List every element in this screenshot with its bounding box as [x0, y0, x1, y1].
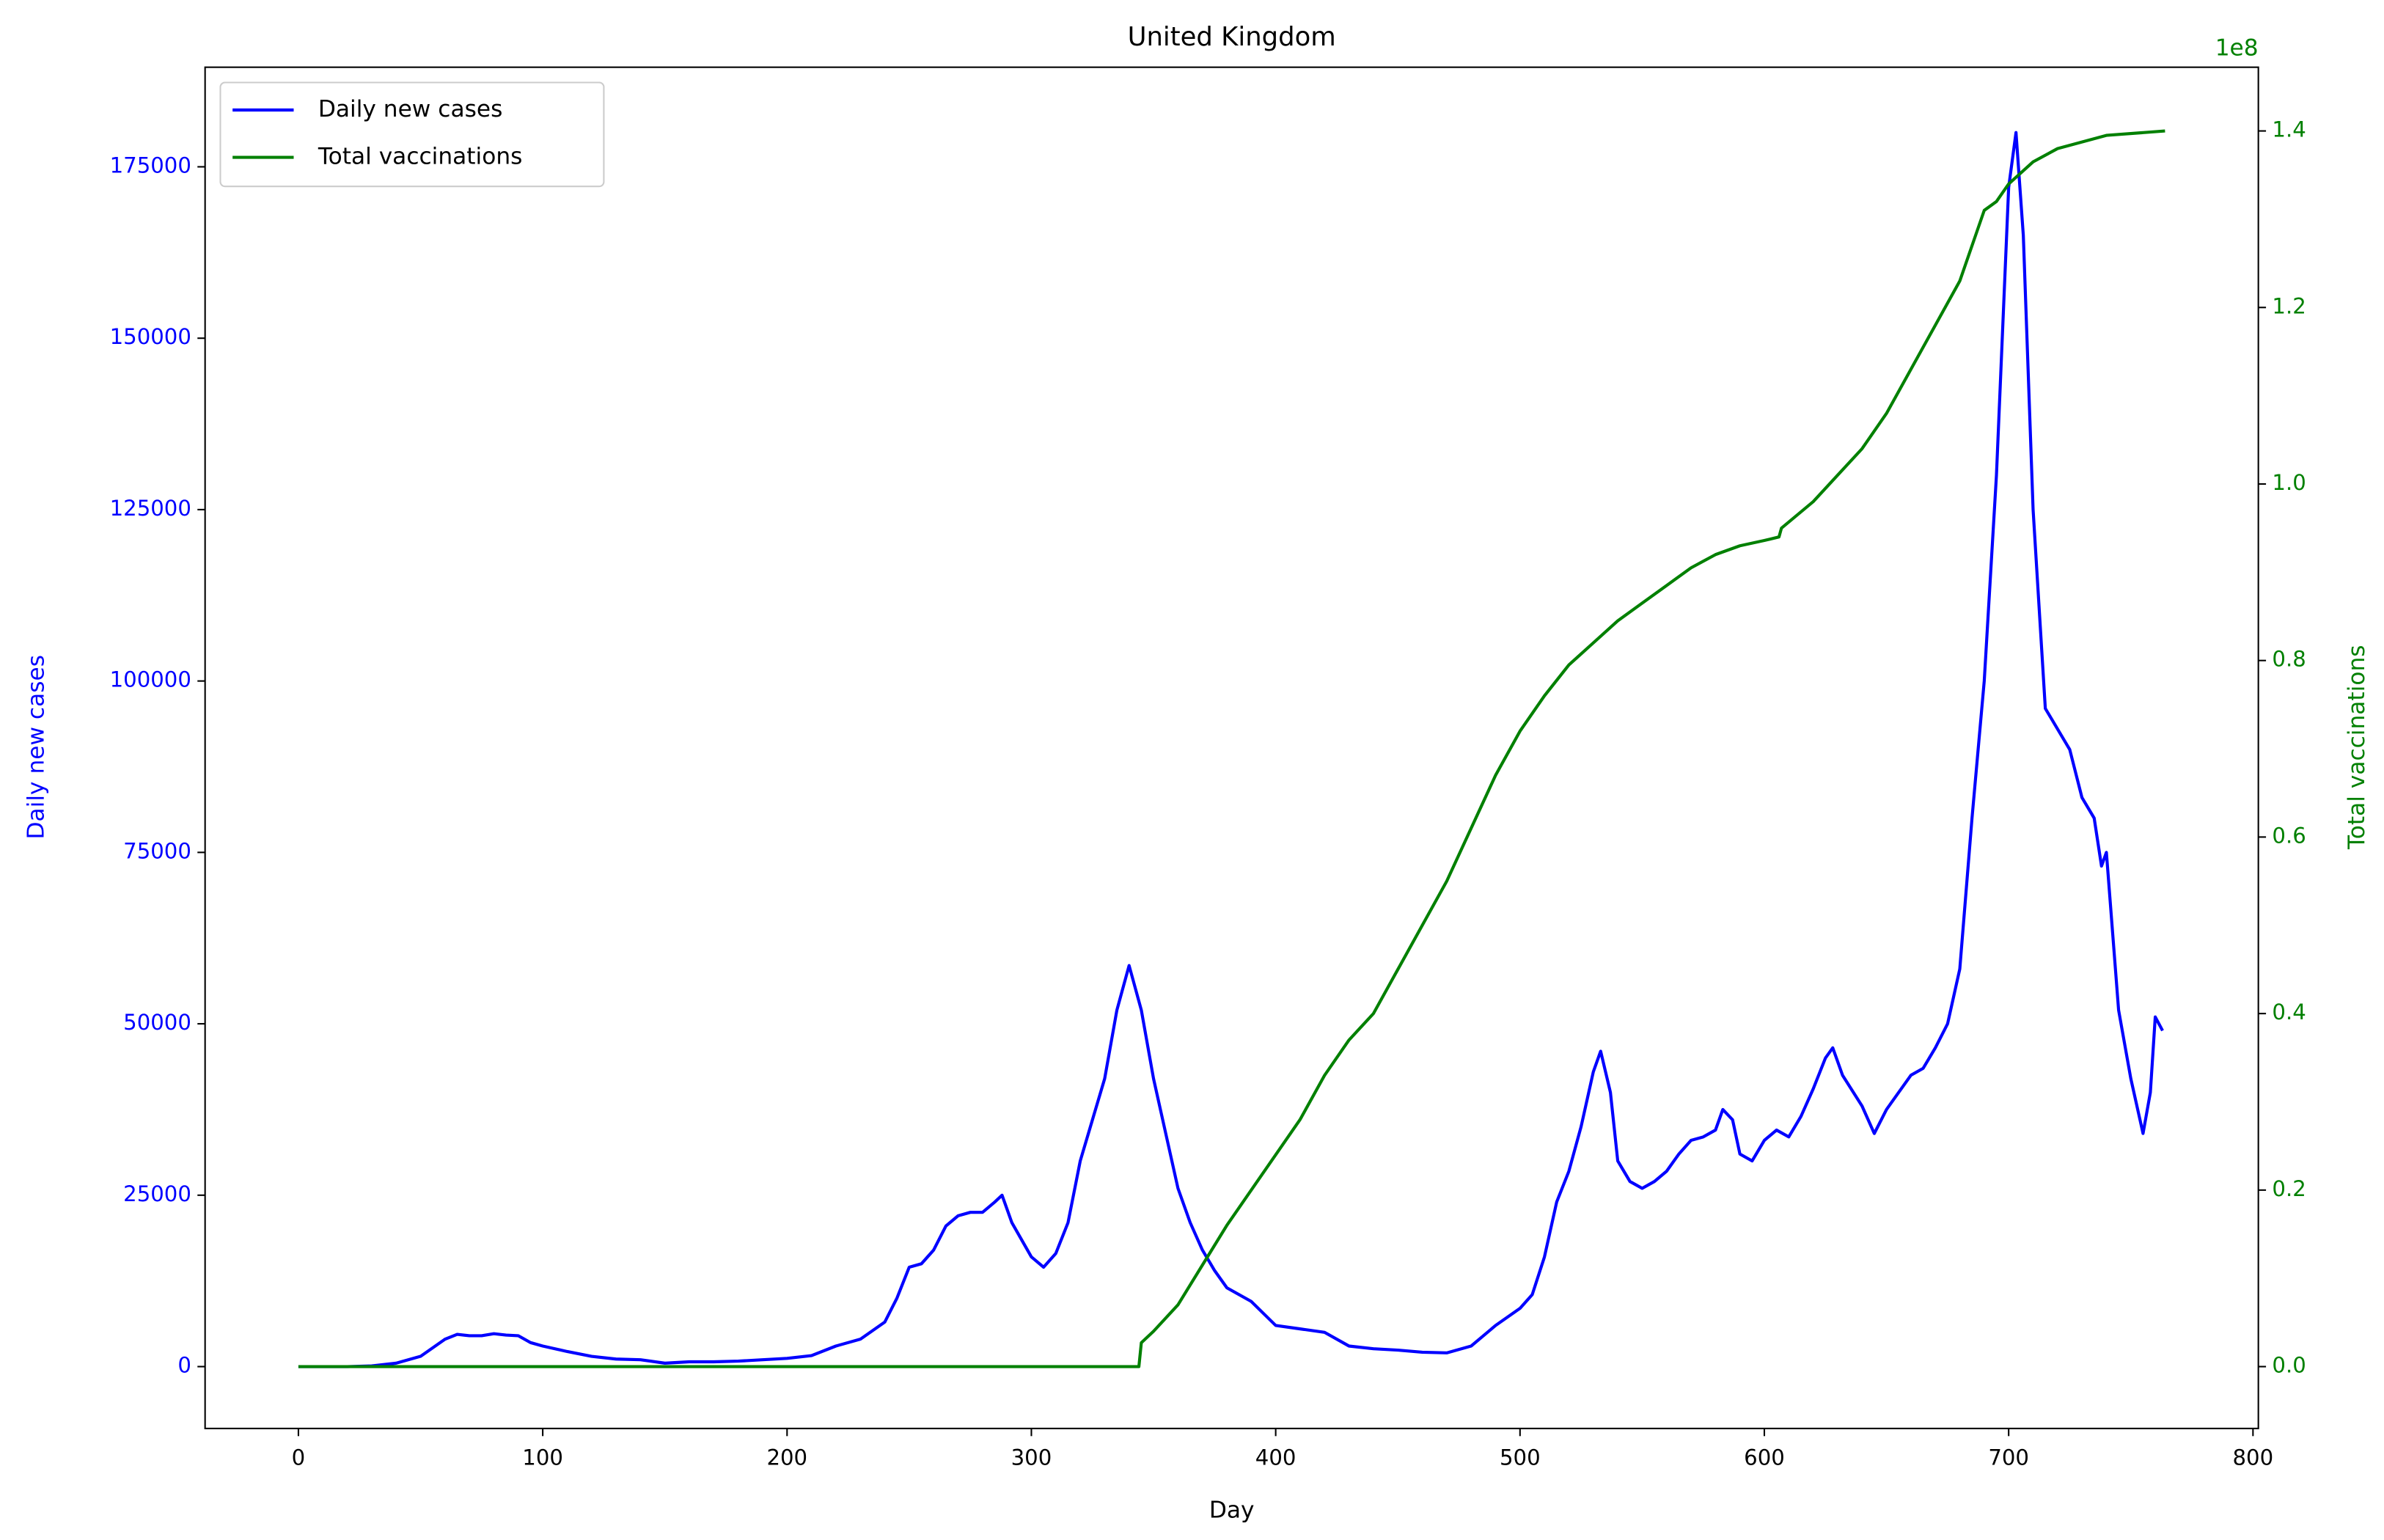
y-tick-label: 150000	[110, 324, 191, 349]
y2-axis-label: Total vaccinations	[2344, 645, 2370, 850]
series-line	[298, 129, 2165, 1368]
legend-label: Daily new cases	[318, 96, 503, 122]
y2-tick-label: 0.8	[2272, 647, 2306, 672]
y2-tick-label: 1.4	[2272, 117, 2306, 142]
y2-tick-label: 0.0	[2272, 1353, 2306, 1378]
y2-tick-label: 1.2	[2272, 293, 2306, 318]
y2-tick-label: 0.4	[2272, 1000, 2306, 1024]
y2-tick-label: 0.6	[2272, 823, 2306, 848]
x-tick-label: 200	[766, 1445, 807, 1470]
y-tick-label: 100000	[110, 667, 191, 692]
y-axis-label: Daily new cases	[23, 655, 50, 840]
x-axis-label: Day	[1209, 1497, 1255, 1523]
y-tick-label: 25000	[123, 1181, 191, 1206]
x-tick-label: 300	[1011, 1445, 1052, 1470]
y-tick-label: 125000	[110, 496, 191, 521]
y-tick-label: 75000	[123, 838, 191, 863]
chart-title: United Kingdom	[1128, 22, 1336, 52]
y-tick-label: 50000	[123, 1010, 191, 1035]
series-line	[298, 131, 2164, 1368]
legend-label: Total vaccinations	[318, 144, 523, 170]
legend-box	[219, 81, 605, 188]
x-tick-label: 600	[1744, 1445, 1785, 1470]
plot-frame	[204, 66, 2259, 1429]
x-tick-label: 700	[1988, 1445, 2029, 1470]
y2-tick-label: 0.2	[2272, 1176, 2306, 1201]
x-tick-label: 500	[1500, 1445, 1541, 1470]
x-tick-label: 0	[292, 1445, 306, 1470]
x-tick-label: 100	[522, 1445, 563, 1470]
y-tick-label: 0	[177, 1353, 191, 1378]
x-tick-label: 400	[1255, 1445, 1296, 1470]
y-tick-label: 175000	[110, 153, 191, 177]
x-tick-label: 800	[2233, 1445, 2274, 1470]
y2-offset-label: 1e8	[2215, 35, 2259, 62]
y2-tick-label: 1.0	[2272, 470, 2306, 495]
